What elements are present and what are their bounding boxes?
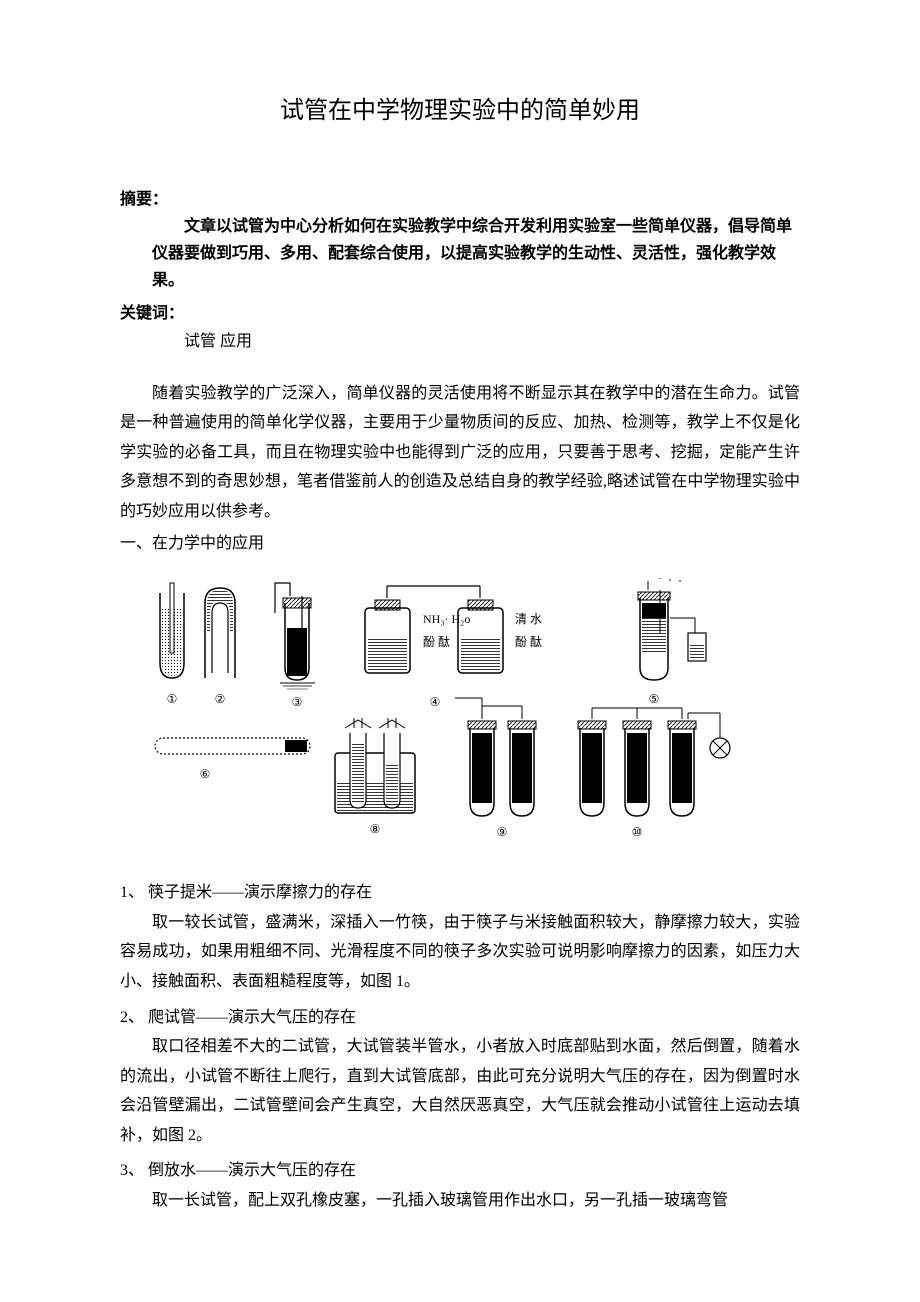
diagram-10: ⑩ <box>578 708 730 839</box>
item-3-title: 3、 倒放水——演示大气压的存在 <box>120 1156 800 1186</box>
keywords-text: 试管 应用 <box>120 327 800 351</box>
section1-heading: 一、在力学中的应用 <box>120 529 800 559</box>
svg-text:①: ① <box>167 692 178 706</box>
svg-text:酚 酞: 酚 酞 <box>515 634 542 649</box>
diagram-5: ⑤ <box>638 578 706 706</box>
svg-text:⑨: ⑨ <box>497 825 508 839</box>
abstract-section: 摘要： 文章以试管为中心分析如何在实验教学中综合开发利用实验室一些简单仪器，倡导… <box>120 185 800 295</box>
svg-text:⑤: ⑤ <box>649 692 660 706</box>
abstract-label: 摘要： <box>120 185 800 209</box>
item-2-title: 2、 爬试管——演示大气压的存在 <box>120 1003 800 1033</box>
svg-text:酚 酞: 酚 酞 <box>423 634 450 649</box>
item-3-body: 取一长试管，配上双孔橡皮塞，一孔插入玻璃管用作出水口，另一孔插一玻璃弯管 <box>120 1186 800 1216</box>
diagram-8: ⑧ <box>335 718 415 836</box>
svg-text:⑥: ⑥ <box>200 767 211 781</box>
diagram-1: ① <box>160 583 184 706</box>
diagram-6: ⑥ <box>155 738 310 781</box>
svg-text:NH₃· H₂o: NH₃· H₂o <box>423 612 470 626</box>
item-2: 2、 爬试管——演示大气压的存在 取口径相差不大的二试管，大试管装半管水，小者放… <box>120 1003 800 1151</box>
diagram-4: NH₃· H₂o 酚 酞 清 水 酚 酞 ④ <box>365 586 542 709</box>
svg-text:②: ② <box>215 692 226 706</box>
item-3: 3、 倒放水——演示大气压的存在 取一长试管，配上双孔橡皮塞，一孔插入玻璃管用作… <box>120 1156 800 1215</box>
svg-text:⑧: ⑧ <box>370 822 381 836</box>
intro-paragraph: 随着实验教学的广泛深入，简单仪器的灵活使用将不断显示其在教学中的潜在生命力。试管… <box>120 379 800 527</box>
keywords-label: 关键词： <box>120 299 800 323</box>
svg-text:清 水: 清 水 <box>515 612 542 626</box>
diagram-2: ② <box>205 588 235 706</box>
item-1-title: 1、 筷子提米——演示摩擦力的存在 <box>120 878 800 908</box>
svg-text:③: ③ <box>292 695 303 709</box>
diagram-9: ⑨ <box>455 698 536 839</box>
item-1: 1、 筷子提米——演示摩擦力的存在 取一较长试管，盛满米，深插入一竹筷，由于筷子… <box>120 878 800 996</box>
page-title: 试管在中学物理实验中的简单妙用 <box>120 90 800 125</box>
svg-text:④: ④ <box>430 695 441 709</box>
diagram-3: ③ <box>275 583 315 709</box>
abstract-text: 文章以试管为中心分析如何在实验教学中综合开发利用实验室一些简单仪器，倡导简单仪器… <box>120 213 800 295</box>
item-2-body: 取口径相差不大的二试管，大试管装半管水，小者放入时底部贴到水面，然后倒置，随着水… <box>120 1032 800 1150</box>
experiment-diagram: ① ② ③ NH₃· H₂o 酚 酞 清 水 酚 酞 ④ <box>140 578 780 858</box>
keywords-section: 关键词： 试管 应用 <box>120 299 800 351</box>
item-1-body: 取一较长试管，盛满米，深插入一竹筷，由于筷子与米接触面积较大，静摩擦力较大，实验… <box>120 908 800 997</box>
svg-text:⑩: ⑩ <box>632 825 643 839</box>
